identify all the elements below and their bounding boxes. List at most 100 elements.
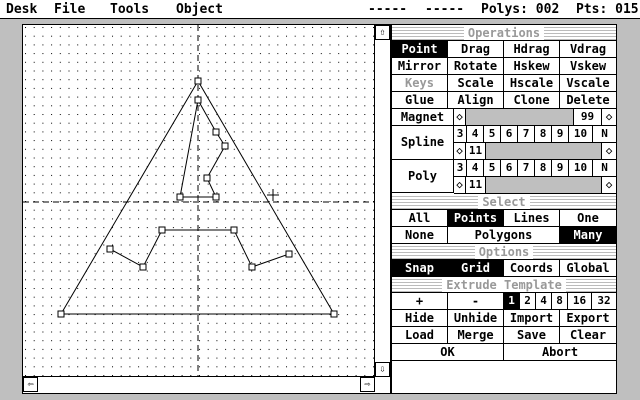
spline-n[interactable]: N [601,127,608,140]
menu-object[interactable]: Object [176,2,223,17]
abort-button[interactable]: Abort [541,345,579,359]
mirror-button[interactable]: Mirror [392,58,448,74]
unhide-button[interactable]: Unhide [448,310,504,326]
poly-label: Poly [392,160,454,193]
inner-shape-lower[interactable] [109,229,290,268]
magnet-right-arrow-icon[interactable]: ◇ [605,110,613,123]
vdrag-button[interactable]: Vdrag [569,42,607,56]
scroll-up-icon[interactable]: ⇧ [375,25,390,40]
poly-10[interactable]: 10 [569,160,593,176]
spline-left-arrow-icon[interactable]: ◇ [454,143,466,159]
delete-button[interactable]: Delete [566,93,610,107]
extrude-4[interactable]: 4 [536,293,552,309]
select-lines-button[interactable]: Lines [504,210,560,226]
select-points-button[interactable]: Points [448,210,504,226]
magnet-slider-track[interactable] [466,109,574,125]
magnet-value: 99 [574,109,602,125]
poly-8[interactable]: 8 [535,160,552,176]
outer-triangle[interactable] [60,80,335,315]
point-button[interactable]: Point [392,41,448,57]
menu-tools[interactable]: Tools [110,2,150,17]
poly-3[interactable]: 3 [454,160,467,176]
magnet-row: Magnet ◇ 99 ◇ [392,109,616,126]
hscale-button[interactable]: Hscale [504,75,560,91]
vertex-handles[interactable] [57,77,338,318]
spline-8[interactable]: 8 [535,126,552,142]
select-none-button[interactable]: None [392,227,448,243]
drag-button[interactable]: Drag [448,41,504,57]
import-button[interactable]: Import [504,310,560,326]
extrude-plus-button[interactable]: + [392,293,448,309]
hide-button[interactable]: Hide [392,310,448,326]
actions-row-1: Hide Unhide Import Export [392,310,616,327]
spline-right-arrow-icon[interactable]: ◇ [605,144,613,157]
extrude-1[interactable]: 1 [504,293,520,309]
glue-button[interactable]: Glue [392,92,448,108]
spline-4[interactable]: 4 [467,126,484,142]
poly-left-arrow-icon[interactable]: ◇ [454,177,466,193]
extrude-32[interactable]: 32 [597,294,611,307]
vskew-button[interactable]: Vskew [569,59,607,73]
merge-button[interactable]: Merge [448,327,504,343]
snap-toggle[interactable]: Snap [392,260,448,276]
spline-6[interactable]: 6 [501,126,518,142]
spline-5[interactable]: 5 [484,126,501,142]
extrude-16[interactable]: 16 [568,293,592,309]
spline-value: 11 [466,143,486,159]
scroll-right-icon[interactable]: ⇨ [360,377,375,392]
spline-9[interactable]: 9 [552,126,569,142]
spline-numbers-row: 3 4 5 6 7 8 9 10 N [454,126,616,143]
hdrag-button[interactable]: Hdrag [504,41,560,57]
poly-n[interactable]: N [601,161,608,174]
operations-panel: Operations Point Drag Hdrag Vdrag Mirror… [391,24,617,394]
horizontal-scrollbar[interactable]: ⇦ ⇨ [23,377,375,393]
scroll-left-icon[interactable]: ⇦ [23,377,38,392]
poly-5[interactable]: 5 [484,160,501,176]
hskew-button[interactable]: Hskew [504,58,560,74]
load-button[interactable]: Load [392,327,448,343]
align-button[interactable]: Align [448,92,504,108]
magnet-left-arrow-icon[interactable]: ◇ [454,109,466,125]
spline-7[interactable]: 7 [518,126,535,142]
extrude-8[interactable]: 8 [552,293,568,309]
save-button[interactable]: Save [504,327,560,343]
keys-button[interactable]: Keys [392,75,448,91]
operations-row-4: Glue Align Clone Delete [392,92,616,109]
scale-button[interactable]: Scale [448,75,504,91]
spline-slider-track[interactable] [486,143,602,159]
poly-numbers-row: 3 4 5 6 7 8 9 10 N [454,160,616,177]
crosshair-cursor-icon [267,189,279,201]
vscale-button[interactable]: Vscale [566,76,610,90]
rotate-button[interactable]: Rotate [448,58,504,74]
status-field-1: ----- [368,2,408,17]
poly-7[interactable]: 7 [518,160,535,176]
vertical-scrollbar[interactable]: ⇧ ⇩ [375,25,390,377]
poly-9[interactable]: 9 [552,160,569,176]
drawing-canvas[interactable] [23,25,375,377]
select-many-button[interactable]: Many [560,227,616,243]
select-polygons-button[interactable]: Polygons [448,227,560,243]
select-one-button[interactable]: One [577,211,599,225]
menu-desk[interactable]: Desk [6,2,38,17]
export-button[interactable]: Export [566,311,610,325]
poly-right-arrow-icon[interactable]: ◇ [605,178,613,191]
scroll-down-icon[interactable]: ⇩ [375,362,390,377]
select-all-button[interactable]: All [392,210,448,226]
poly-6[interactable]: 6 [501,160,518,176]
clear-button[interactable]: Clear [569,328,607,342]
grid-toggle[interactable]: Grid [448,260,504,276]
menu-file[interactable]: File [54,2,86,17]
extrude-minus-button[interactable]: - [448,293,504,309]
poly-slider-track[interactable] [486,177,602,193]
extrude-2[interactable]: 2 [520,293,536,309]
clone-button[interactable]: Clone [504,92,560,108]
poly-value: 11 [466,177,486,193]
spline-10[interactable]: 10 [569,126,593,142]
poly-4[interactable]: 4 [467,160,484,176]
operations-row-1: Point Drag Hdrag Vdrag [392,41,616,58]
spline-3[interactable]: 3 [454,126,467,142]
select-row-1: All Points Lines One [392,210,616,227]
ok-button[interactable]: OK [392,344,504,360]
coords-toggle[interactable]: Coords [504,260,560,276]
global-toggle[interactable]: Global [566,261,610,275]
